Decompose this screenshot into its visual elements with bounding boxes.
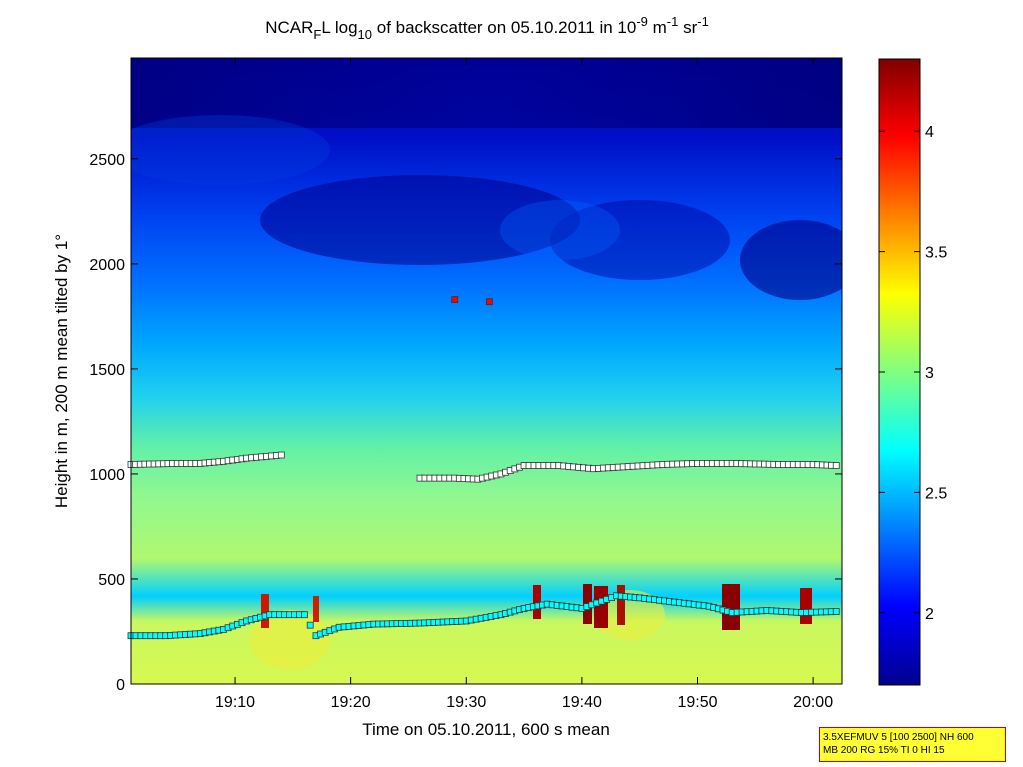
boundary-layer-marker: [301, 611, 308, 619]
upper-layer-markers: [127, 451, 840, 483]
colorbar-tick-label: 2: [925, 606, 934, 623]
special-points: [451, 296, 493, 306]
colorbar-tick-label: 2.5: [925, 485, 947, 502]
chart-title: NCARFL log10 of backscatter on 05.10.201…: [265, 14, 709, 42]
colorbar-tick-label: 4: [925, 124, 934, 141]
x-tick-label: 19:50: [677, 694, 717, 711]
colorbar-axis: 2 2.5 3 3.5 4: [879, 124, 947, 623]
x-tick-label: 20:00: [793, 694, 833, 711]
y-tick-label: 1000: [89, 467, 125, 484]
x-tick-label: 19:40: [562, 694, 602, 711]
y-axis: 0 500 1000 1500 2000 2500: [89, 152, 842, 694]
colorbar-tick-label: 3: [925, 365, 934, 382]
heatmap: [131, 58, 842, 684]
x-tick-label: 19:20: [331, 694, 371, 711]
y-tick-label: 0: [116, 677, 125, 694]
upper-layer-marker: [277, 451, 285, 459]
info-line-1: 3.5XEFMUV 5 [100 2500] NH 600: [823, 732, 974, 743]
upper-layer-marker: [832, 462, 840, 469]
y-tick-label: 1500: [89, 362, 125, 379]
x-axis: 19:10 19:20 19:30 19:40 19:50 20:00: [215, 58, 833, 711]
y-axis-label: Height in m, 200 m mean tilted by 1°: [52, 234, 71, 508]
info-box: 3.5XEFMUV 5 [100 2500] NH 600 MB 200 RG …: [819, 727, 1006, 762]
special-point: [485, 298, 493, 306]
boundary-layer-markers: [127, 592, 840, 640]
special-point: [451, 296, 459, 303]
info-line-2: MB 200 RG 15% TI 0 HI 15: [823, 745, 945, 756]
colorbar: [878, 58, 921, 686]
boundary-layer-marker: [832, 608, 840, 615]
x-tick-label: 19:30: [446, 694, 486, 711]
x-tick-label: 19:10: [215, 694, 255, 711]
colorbar-tick-label: 3.5: [925, 245, 947, 262]
y-tick-label: 2000: [89, 257, 125, 274]
boundary-layer-marker: [306, 621, 314, 629]
plot-frame: [130, 57, 843, 685]
x-axis-label: Time on 05.10.2011, 600 s mean: [362, 720, 610, 739]
y-tick-label: 500: [98, 572, 125, 589]
y-tick-label: 2500: [89, 152, 125, 169]
